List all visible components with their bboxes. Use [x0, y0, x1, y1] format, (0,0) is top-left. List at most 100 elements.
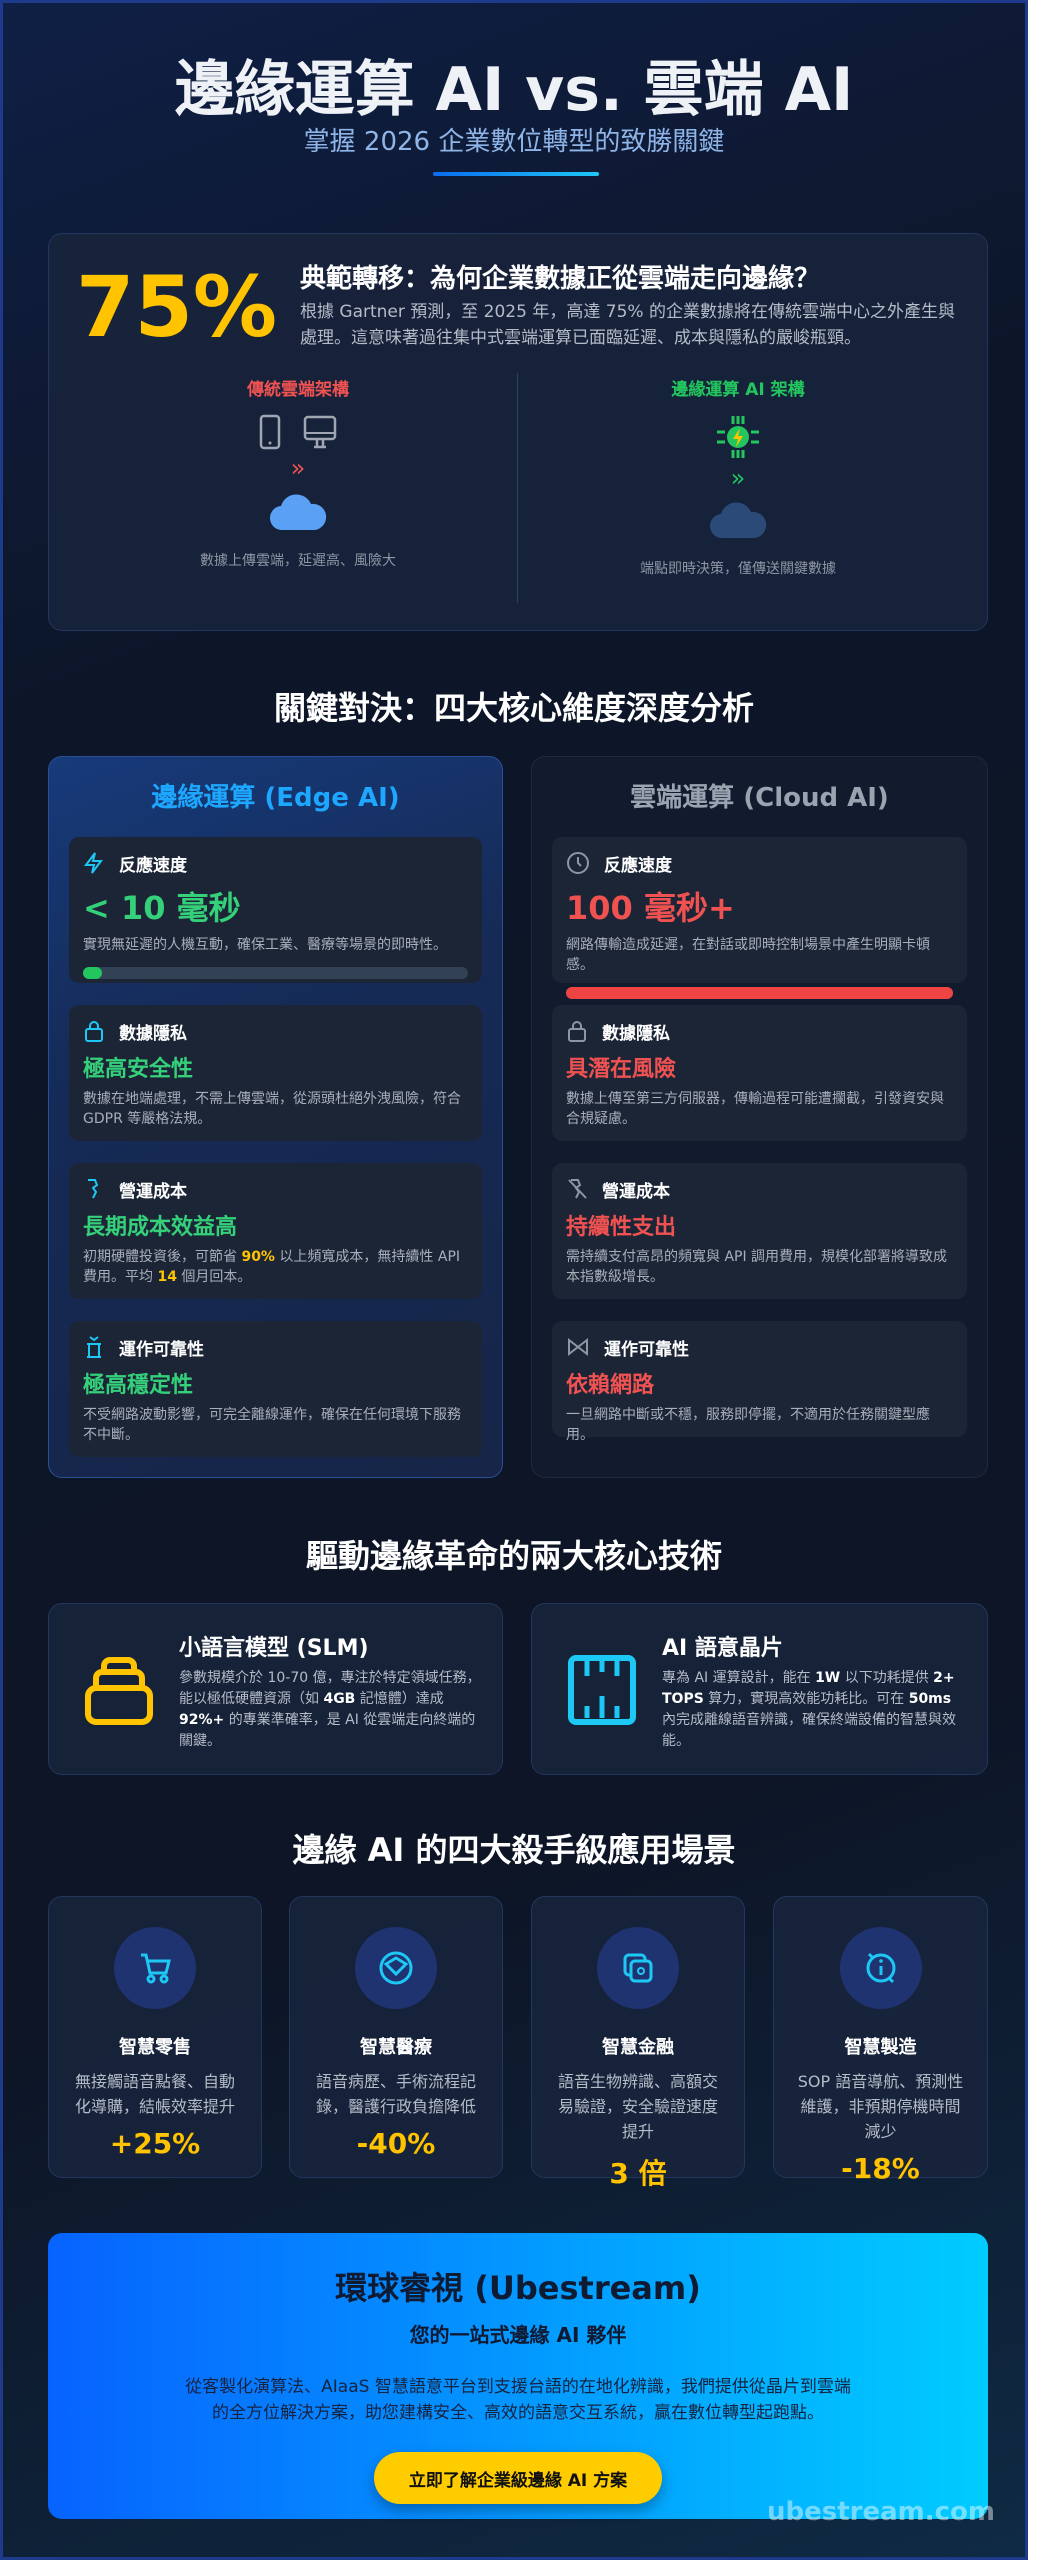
lock-icon [568, 1021, 586, 1042]
item-value: 極高安全性 [83, 1057, 194, 1082]
chevrons-icon: » [290, 454, 306, 482]
latency-bar [83, 967, 468, 979]
chevrons-icon: » [730, 464, 746, 492]
compare-heading: 關鍵對決：四大核心維度深度分析 [273, 689, 754, 727]
traditional-caption: 數據上傳雲端，延遲高、風險大 [200, 553, 396, 569]
item-desc: 需持續支付高昂的頻寬與 API 調用費用，規模化部署將導致成本指數級增長。 [566, 1249, 948, 1285]
tech-heading: 驅動邊緣革命的兩大核心技術 [305, 1537, 722, 1575]
layers-icon [85, 1657, 153, 1725]
scenario-title: 智慧製造 [844, 2037, 917, 2058]
scenario-desc: SOP 語音導航、預測性維護，非預期停機時間減少 [797, 2072, 964, 2141]
item-desc: 數據上傳至第三方伺服器，傳輸過程可能遭攔截，引發資安與合規疑慮。 [566, 1091, 944, 1127]
page-title: 邊緣運算 AI vs. 雲端 AI [174, 55, 854, 125]
cloud-column-title: 雲端運算 (Cloud AI) [630, 783, 889, 813]
edge-item-cost: 營運成本 長期成本效益高 初期硬體投資後，可節省 90% 以上頻寬成本，無持續性… [69, 1163, 482, 1299]
cloud-icon [269, 494, 327, 531]
edge-item-speed: 反應速度 < 10 毫秒 實現無延遲的人機互動，確保工業、醫療等場景的即時性。 [69, 837, 482, 983]
item-desc: 數據在地端處理，不需上傳雲端，從源頭杜絕外洩風險，符合 GDPR 等嚴格法規。 [83, 1091, 461, 1127]
cloud-item-reliability: 運作可靠性 依賴網路 一旦網路中斷或不穩，服務即停擺，不適用於任務關鍵型應用。 [552, 1321, 967, 1443]
phone-icon [259, 414, 281, 450]
divider [517, 373, 518, 603]
finance-icon [623, 1953, 653, 1983]
scenario-stat: 3 倍 [609, 2157, 667, 2190]
medical-icon [379, 1951, 413, 1985]
scenario-title: 智慧醫療 [360, 2037, 432, 2058]
lightning-icon [84, 852, 103, 874]
cloud-item-cost: 營運成本 持續性支出 需持續支付高昂的頻寬與 API 調用費用，規模化部署將導致… [552, 1163, 967, 1299]
tech-card-chip: AI 語意晶片 專為 AI 運算設計，能在 1W 以下功耗提供 2+ TOPS … [531, 1603, 988, 1775]
cta-title: 環球睿視 (Ubestream) [335, 2269, 701, 2307]
cta-subtitle: 您的一站式邊緣 AI 夥伴 [409, 2323, 627, 2347]
latency-bar-fill [83, 967, 103, 979]
intro-heading: 典範轉移：為何企業數據正從雲端走向邊緣？ [300, 264, 821, 294]
factory-icon [866, 1952, 895, 1984]
piggy-bank-icon [88, 1179, 99, 1199]
edge-architecture: 邊緣運算 AI 架構 » 端點即時決策，僅傳送關鍵數據 [518, 375, 958, 578]
watermark: ubestream.com [767, 2497, 995, 2527]
scenario-title: 智慧零售 [119, 2037, 191, 2058]
intro-stat: 75% [76, 258, 278, 356]
edge-item-reliability: 運作可靠性 極高穩定性 不受網路波動影響，可完全離線運作，確保在任何環境下服務不… [69, 1321, 482, 1457]
scenario-card-medical: 智慧醫療 語音病歷、手術流程記錄，醫護行政負擔降低 -40% [289, 1896, 503, 2178]
item-desc: 網路傳輸造成延遲，在對話或即時控制場景中產生明顯卡頓感。 [566, 937, 930, 973]
latency-bar [566, 987, 953, 999]
scenario-title: 智慧金融 [602, 2037, 674, 2058]
item-value: 依賴網路 [566, 1373, 655, 1398]
item-value: < 10 毫秒 [83, 889, 241, 927]
desktop-icon [303, 415, 337, 449]
intro-card [48, 233, 988, 631]
traditional-architecture: 傳統雲端架構 » 數據上傳雲端，延遲高、風險大 [78, 375, 518, 570]
clock-icon [567, 852, 589, 874]
cloud-icon [709, 502, 767, 539]
cloud-column: 雲端運算 (Cloud AI) 反應速度 100 毫秒+ 網路傳輸造成延遲，在對… [531, 756, 988, 1478]
item-desc: 實現無延遲的人機互動，確保工業、醫療等場景的即時性。 [83, 937, 447, 953]
page-subtitle: 掌握 2026 企業數位轉型的致勝關鍵 [303, 127, 725, 157]
item-label: 反應速度 [604, 855, 672, 876]
edge-column: 邊緣運算 (Edge AI) 反應速度 < 10 毫秒 實現無延遲的人機互動，確… [48, 756, 503, 1478]
server-icon [87, 1336, 101, 1358]
scenario-stat: +25% [109, 2127, 201, 2160]
lock-icon [85, 1021, 103, 1042]
cta-button[interactable]: 立即了解企業級邊緣 AI 方案 [374, 2452, 662, 2504]
network-icon [568, 1337, 588, 1357]
scenario-stat: -40% [356, 2127, 436, 2160]
tech-title: AI 語意晶片 [662, 1636, 783, 1661]
item-value: 具潛在風險 [566, 1057, 677, 1082]
item-label: 運作可靠性 [604, 1339, 689, 1360]
traditional-title: 傳統雲端架構 [247, 380, 349, 400]
scenario-stat: -18% [841, 2152, 920, 2185]
item-label: 數據隱私 [119, 1023, 187, 1044]
cta-banner: 環球睿視 (Ubestream) 您的一站式邊緣 AI 夥伴 從客製化演算法、A… [48, 2233, 988, 2519]
scenario-card-finance: 智慧金融 語音生物辨識、高額交易驗證，安全驗證速度提升 3 倍 [531, 1896, 745, 2190]
item-label: 營運成本 [602, 1181, 670, 1202]
tech-desc: 專為 AI 運算設計，能在 1W 以下功耗提供 2+ TOPS 算力，實現高效能… [662, 1670, 956, 1749]
intro-body: 根據 Gartner 預測，至 2025 年，高達 75% 的企業數據將在傳統雲… [300, 302, 955, 348]
edge-column-title: 邊緣運算 (Edge AI) [151, 783, 400, 813]
edge-item-privacy: 數據隱私 極高安全性 數據在地端處理，不需上傳雲端，從源頭杜絕外洩風險，符合 G… [69, 1005, 482, 1141]
title-underline [433, 172, 599, 176]
item-label: 數據隱私 [602, 1023, 670, 1044]
item-value: 長期成本效益高 [83, 1215, 238, 1240]
cloud-item-privacy: 數據隱私 具潛在風險 數據上傳至第三方伺服器，傳輸過程可能遭攔截，引發資安與合規… [552, 1005, 967, 1141]
item-desc: 初期硬體投資後，可節省 90% 以上頻寬成本，無持續性 API 費用。平均 14… [83, 1249, 461, 1285]
scenario-desc: 無接觸語音點餐、自動化導購，結帳效率提升 [74, 2072, 235, 2116]
item-label: 運作可靠性 [119, 1339, 204, 1360]
edge-caption: 端點即時決策，僅傳送關鍵數據 [640, 561, 836, 577]
scenario-desc: 語音生物辨識、高額交易驗證，安全驗證速度提升 [557, 2072, 718, 2141]
scenario-card-manufacturing: 智慧製造 SOP 語音導航、預測性維護，非預期停機時間減少 -18% [773, 1896, 988, 2185]
cta-body: 從客製化演算法、AIaaS 智慧語意平台到支援台語的在地化辨識，我們提供從晶片到… [185, 2377, 851, 2423]
cloud-item-speed: 反應速度 100 毫秒+ 網路傳輸造成延遲，在對話或即時控制場景中產生明顯卡頓感… [552, 837, 967, 999]
scenario-card-retail: 智慧零售 無接觸語音點餐、自動化導購，結帳效率提升 +25% [48, 1896, 262, 2178]
tech-card-slm: 小語言模型 (SLM) 參數規模介於 10-70 億，專注於特定領域任務，能以極… [48, 1603, 503, 1775]
scenarios-heading: 邊緣 AI 的四大殺手級應用場景 [292, 1831, 736, 1869]
item-value: 100 毫秒+ [566, 889, 735, 927]
cart-icon [141, 1953, 171, 1984]
item-label: 營運成本 [119, 1181, 187, 1202]
item-value: 極高穩定性 [83, 1373, 194, 1398]
item-desc: 不受網路波動影響，可完全離線運作，確保在任何環境下服務不中斷。 [83, 1407, 461, 1443]
money-off-icon [568, 1179, 587, 1199]
tech-title: 小語言模型 (SLM) [179, 1636, 369, 1661]
item-desc: 一旦網路中斷或不穩，服務即停擺，不適用於任務關鍵型應用。 [566, 1407, 930, 1443]
edge-title: 邊緣運算 AI 架構 [671, 380, 805, 400]
